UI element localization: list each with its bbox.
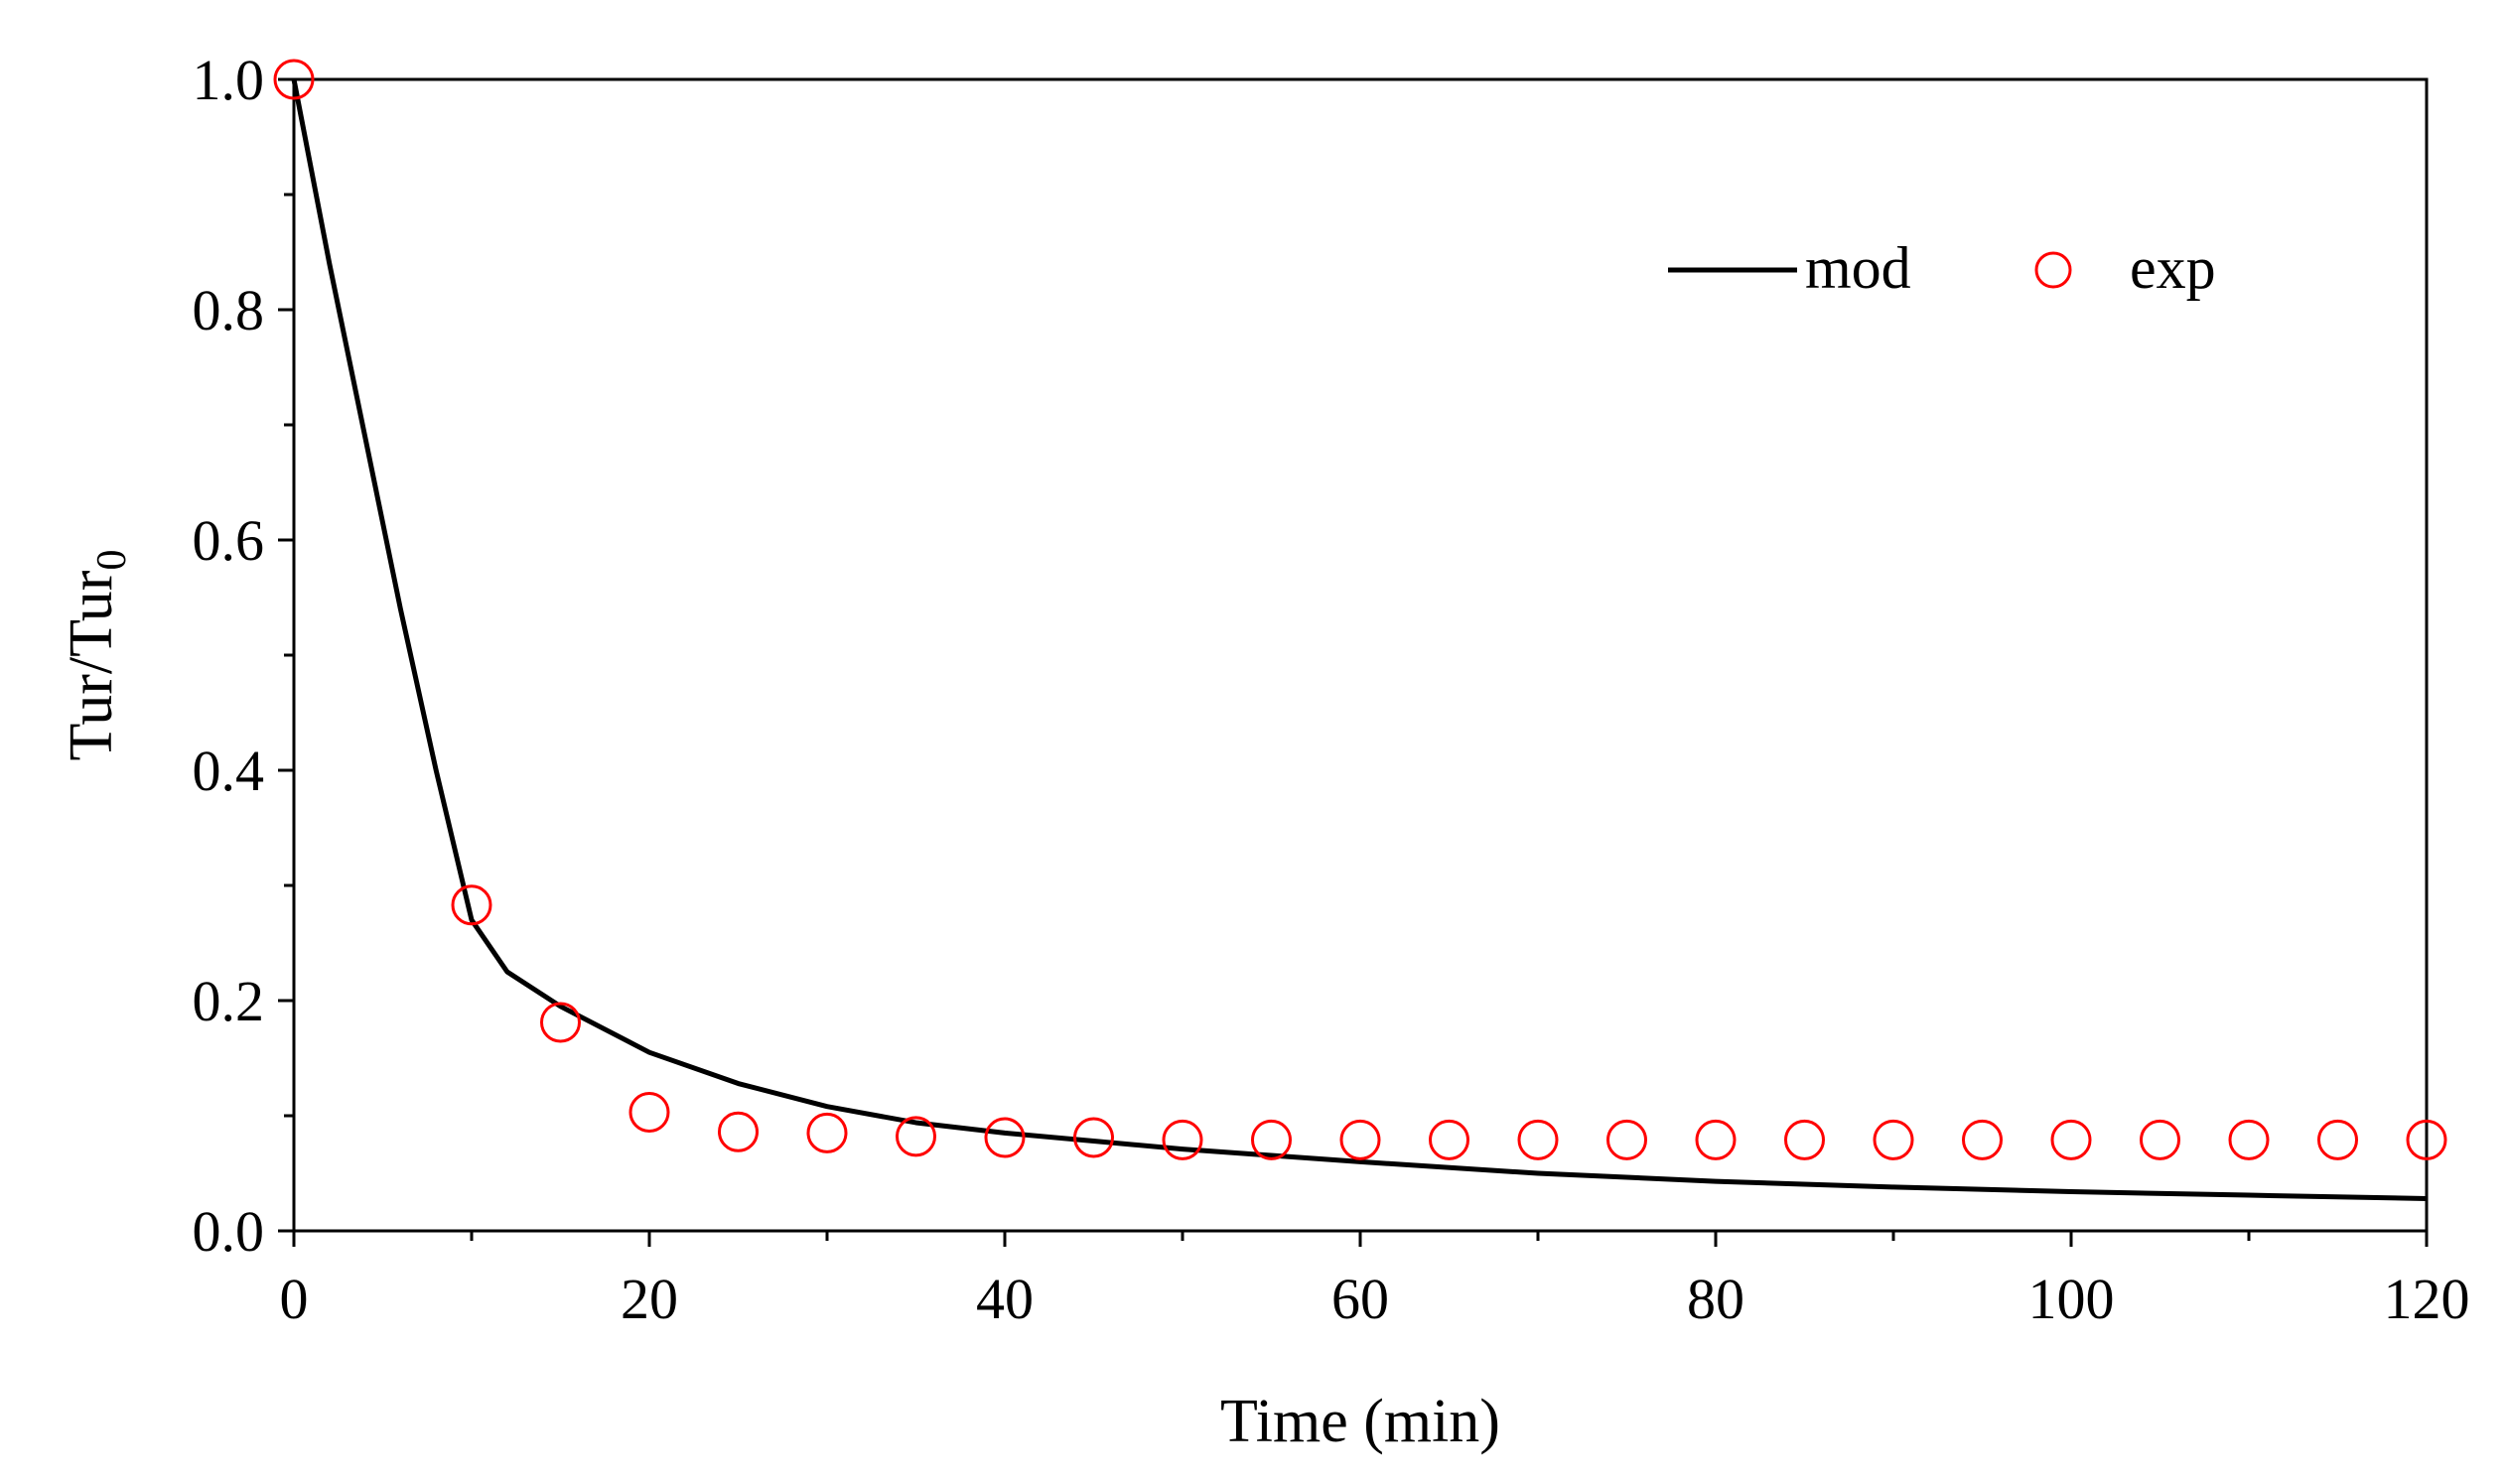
x-tick-label: 120 [2384,1267,2470,1331]
x-tick-label: 0 [280,1267,309,1331]
y-tick-label: 0.0 [193,1199,265,1264]
y-axis-title-subscript: 0 [89,550,135,571]
legend: mod exp [1668,235,2216,301]
exp-point [1695,1119,1737,1160]
series-exp [273,59,2447,1160]
y-tick-label: 1.0 [193,48,265,112]
exp-point [718,1111,759,1152]
exp-point [984,1117,1026,1158]
exp-point [1162,1119,1203,1160]
x-axis-ticks: 0 20 40 60 80 100 120 [280,1231,2470,1331]
exp-point [2317,1119,2358,1160]
y-tick-label: 0.8 [193,278,265,342]
exp-point [1784,1119,1825,1160]
x-tick-label: 60 [1331,1267,1389,1331]
exp-point [451,884,492,926]
y-tick-label: 0.2 [193,969,265,1033]
y-axis-title-main: Tur/Tur [58,570,125,760]
legend-mod-label: mod [1805,235,1911,301]
exp-point [1517,1119,1559,1160]
y-axis-title: Tur/Tur0 [58,550,135,761]
exp-point [273,59,315,100]
exp-point [806,1112,848,1153]
x-tick-label: 20 [621,1267,678,1331]
exp-point [1962,1119,2003,1160]
exp-point [2228,1119,2270,1160]
mod-line [291,78,2428,1202]
exp-point [2406,1119,2447,1160]
plot-frame [292,77,2429,1233]
series-mod [291,78,2428,1202]
y-axis-ticks: 0.0 0.2 0.4 0.6 0.8 1.0 [193,48,294,1264]
exp-point [1606,1119,1647,1160]
exp-point [540,1002,581,1043]
exp-point [896,1116,936,1157]
exp-point [1251,1119,1292,1160]
exp-point [1873,1119,1914,1160]
exp-point [1339,1119,1381,1160]
legend-exp-label: exp [2130,235,2216,301]
x-axis-title: Time (min) [1220,1388,1500,1455]
exp-point [628,1092,670,1134]
x-tick-label: 40 [976,1267,1034,1331]
exp-point [1429,1119,1469,1160]
exp-point [1073,1117,1114,1158]
y-tick-label: 0.6 [193,508,265,573]
x-tick-label: 100 [2028,1267,2115,1331]
x-tick-label: 80 [1687,1267,1744,1331]
y-tick-label: 0.4 [193,739,265,803]
exp-point [2140,1119,2180,1160]
exp-point [2050,1119,2092,1160]
legend-exp-marker [2034,251,2072,289]
